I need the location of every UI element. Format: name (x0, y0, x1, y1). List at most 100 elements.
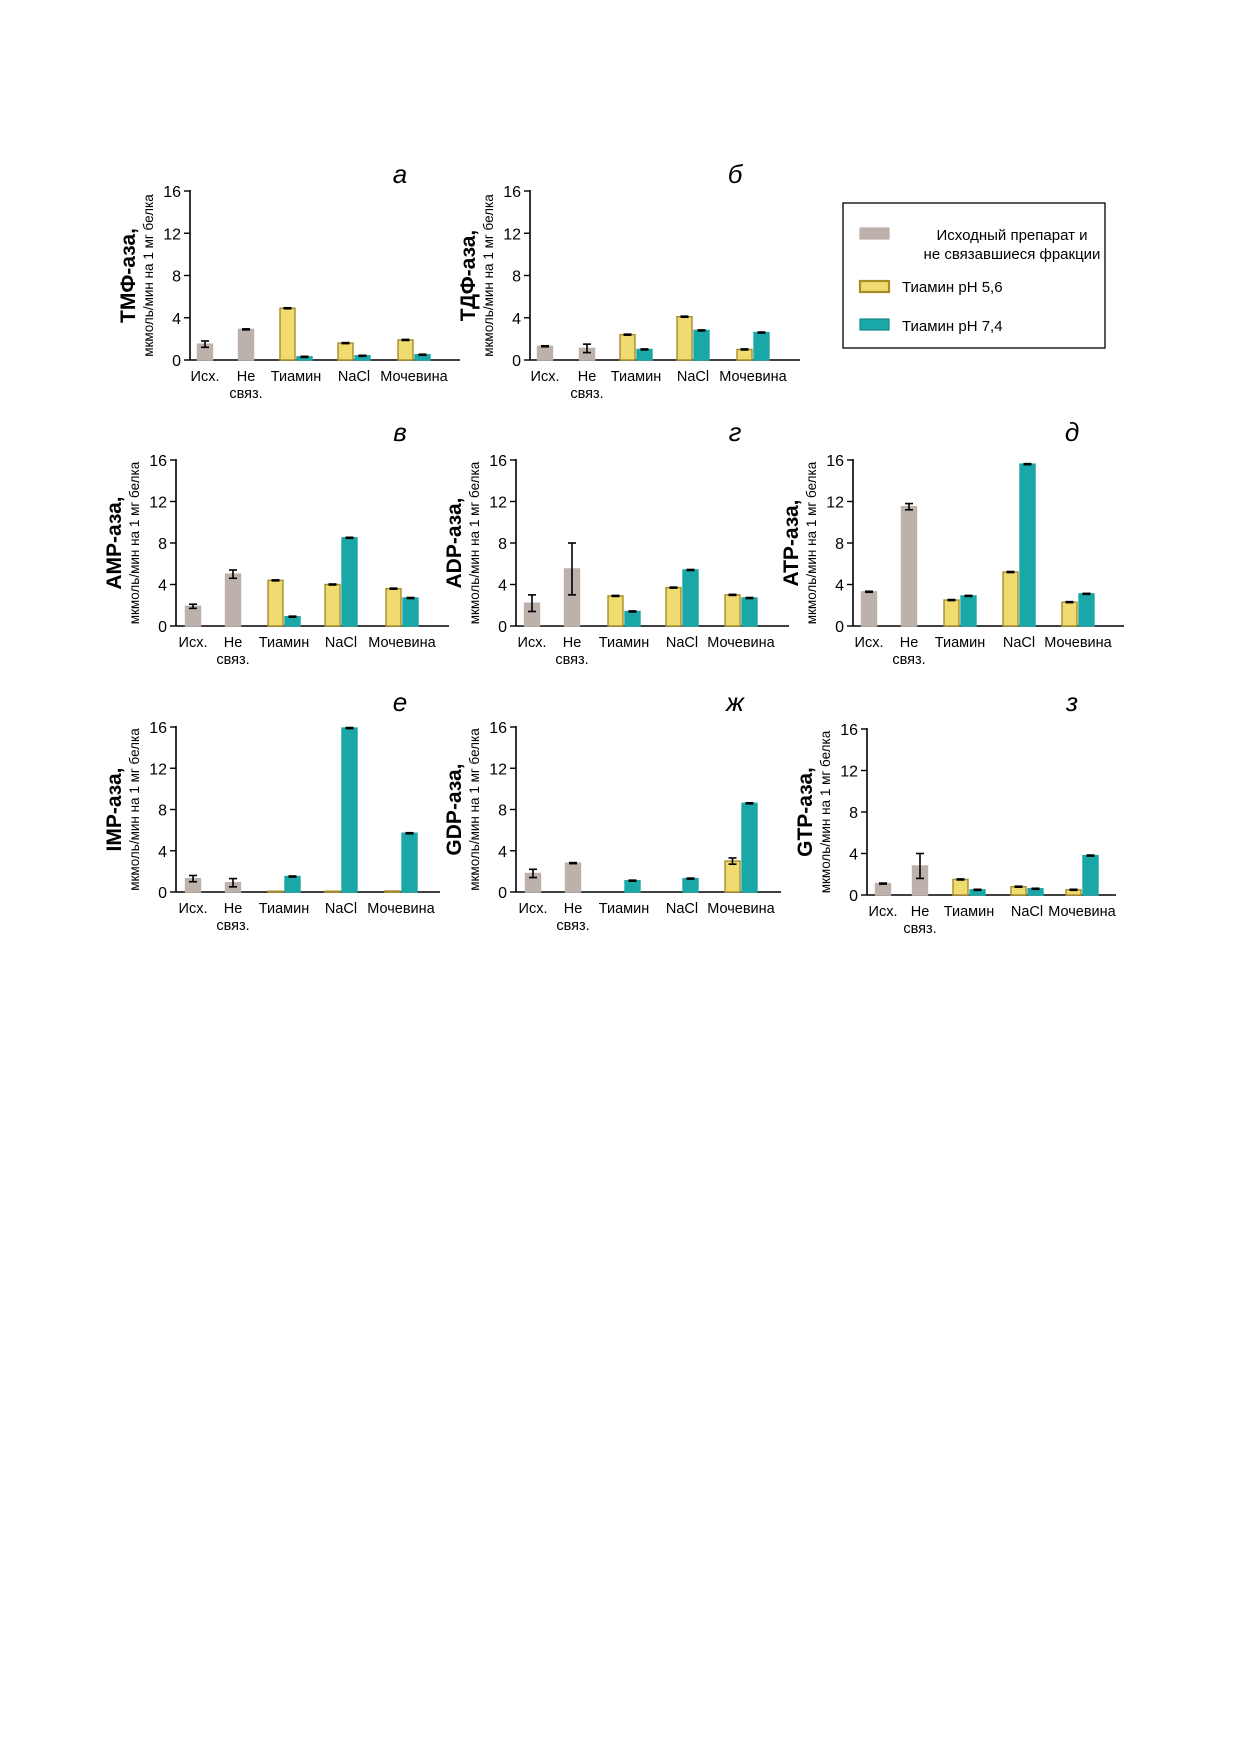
bar-ph56 (665, 586, 682, 627)
y-axis-title: ATP-аза, (780, 499, 803, 586)
x-category-label: Тиамин (271, 369, 321, 385)
bar-ph74 (1019, 463, 1036, 627)
bar-ph74 (1082, 854, 1099, 896)
x-category-label: Мочевина (367, 901, 435, 917)
panel-letter: а (393, 159, 407, 189)
bar-ph74 (741, 597, 758, 627)
y-axis-subtitle: мкмоль/мин на 1 мг белка (127, 461, 142, 624)
y-axis-title: GDP-аза, (443, 763, 466, 855)
x-category-label: Мочевина (380, 369, 448, 385)
x-category-label: Тиамин (259, 635, 309, 651)
y-tick-label: 12 (163, 226, 181, 243)
y-axis-subtitle: мкмоль/мин на 1 мг белка (127, 728, 142, 891)
x-category-label: связ. (555, 652, 588, 668)
y-tick-label: 4 (849, 847, 858, 864)
y-tick-label: 8 (849, 805, 858, 822)
bar-ref (860, 591, 878, 627)
bar-ref (184, 605, 202, 627)
x-category-label: связ. (556, 918, 589, 934)
y-tick-label: 12 (489, 495, 507, 512)
y-axis-subtitle: мкмоль/мин на 1 мг белка (818, 730, 833, 893)
bar-ph74 (341, 537, 358, 627)
y-tick-label: 8 (498, 536, 507, 553)
x-category-label: Мочевина (1048, 904, 1116, 920)
x-category-label: NaCl (325, 901, 357, 917)
bar-ph74 (284, 875, 301, 893)
error-bar (201, 340, 209, 349)
bar-ph56 (384, 890, 401, 893)
x-category-label: Не (563, 635, 582, 651)
y-tick-label: 4 (498, 844, 507, 861)
x-category-label: Тиамин (944, 904, 994, 920)
x-category-label: NaCl (666, 901, 698, 917)
bar-ph56 (952, 878, 969, 896)
x-category-label: Мочевина (368, 635, 436, 651)
x-category-label: Мочевина (707, 901, 775, 917)
y-tick-label: 0 (172, 353, 181, 370)
x-category-label: связ. (216, 652, 249, 668)
error-bar (189, 603, 197, 610)
x-category-label: NaCl (677, 369, 709, 385)
bar-ph56 (943, 599, 960, 627)
bar-ph74 (401, 832, 418, 893)
legend-swatch-ph56 (858, 279, 891, 294)
bar-ph74 (741, 802, 758, 893)
x-category-label: Тиамин (599, 901, 649, 917)
bar-ph56 (267, 579, 284, 627)
bar-ref (874, 882, 892, 896)
x-category-label: Тиамин (611, 369, 661, 385)
x-category-label: Не (237, 369, 256, 385)
x-category-label: связ. (892, 652, 925, 668)
y-tick-label: 16 (489, 720, 507, 737)
bar-ph74 (624, 879, 641, 893)
x-category-label: связ. (570, 386, 603, 402)
y-tick-label: 16 (840, 722, 858, 739)
panel-letter: е (393, 687, 407, 717)
y-tick-label: 12 (840, 764, 858, 781)
y-tick-label: 8 (172, 269, 181, 286)
bar-ph74 (341, 727, 358, 893)
y-tick-label: 8 (158, 536, 167, 553)
bar-ph74 (682, 877, 699, 893)
y-tick-label: 0 (158, 885, 167, 902)
legend-label: Исходный препарат и (936, 227, 1087, 244)
bar-ref (237, 328, 255, 361)
y-tick-label: 8 (512, 269, 521, 286)
error-bar (916, 852, 924, 880)
x-category-label: NaCl (325, 635, 357, 651)
bar-ref (224, 573, 242, 627)
x-category-label: Мочевина (1044, 635, 1112, 651)
bar-ph56 (279, 307, 296, 361)
panel-letter: в (393, 417, 407, 447)
y-axis-title: IMP-аза, (103, 768, 126, 852)
y-tick-label: 8 (158, 803, 167, 820)
y-tick-label: 12 (149, 761, 167, 778)
y-tick-label: 8 (835, 536, 844, 553)
error-bar (189, 874, 197, 883)
y-tick-label: 16 (826, 453, 844, 470)
legend-label: не связавшиеся фракции (924, 246, 1101, 263)
bar-ph74 (693, 329, 710, 361)
legend-swatch-ref (859, 227, 890, 240)
x-category-label: связ. (216, 918, 249, 934)
x-category-label: Исх. (519, 901, 548, 917)
bar-ph56 (397, 339, 414, 361)
bar-ph56 (676, 315, 693, 361)
x-category-label: Не (224, 901, 243, 917)
y-axis-subtitle: мкмоль/мин на 1 мг белка (804, 461, 819, 624)
y-tick-label: 0 (849, 888, 858, 905)
y-tick-label: 0 (498, 619, 507, 636)
x-category-label: Исх. (869, 904, 898, 920)
bar-ph74 (1078, 593, 1095, 627)
y-axis-subtitle: мкмоль/мин на 1 мг белка (467, 461, 482, 624)
bar-ph56 (607, 595, 624, 627)
x-category-label: Исх. (518, 635, 547, 651)
y-tick-label: 16 (163, 184, 181, 201)
